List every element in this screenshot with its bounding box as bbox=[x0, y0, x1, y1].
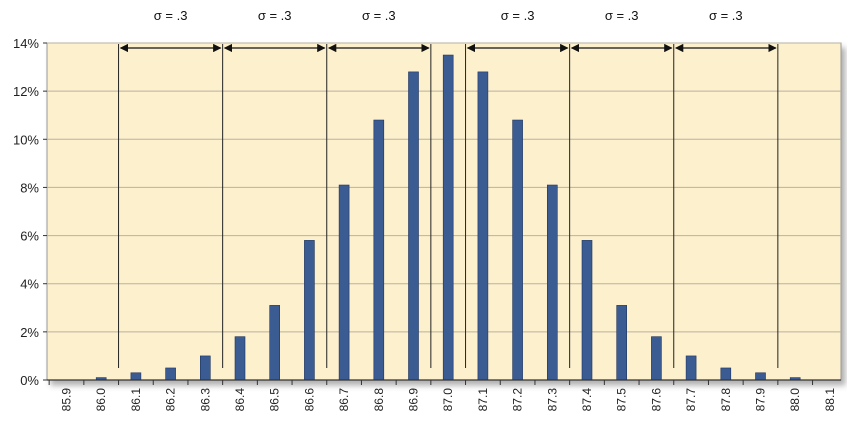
bar bbox=[269, 305, 281, 381]
sigma-boundaries: σ = .3 σ = .3 σ = .3 σ = .3 σ = .3 σ = .3 bbox=[118, 8, 779, 368]
x-tick-label: 86.1 bbox=[129, 388, 143, 412]
bar bbox=[130, 372, 142, 381]
sigma-label: σ = .3 bbox=[258, 8, 292, 23]
bar bbox=[304, 240, 315, 381]
y-axis-ticks: 0% 2% 4% 6% 8% 10% 12% 14% bbox=[13, 36, 47, 388]
x-tick-label: 87.4 bbox=[580, 388, 594, 412]
x-tick-label: 86.3 bbox=[198, 388, 212, 412]
sigma-label: σ = .3 bbox=[605, 8, 639, 23]
x-axis-ticks: 85.9 86.0 86.1 86.2 86.3 86.4 86.5 86.6 86.7 86.8… bbox=[48, 380, 837, 412]
x-tick-label: 87.5 bbox=[615, 388, 629, 412]
x-tick-label: 86.7 bbox=[337, 388, 351, 412]
y-tick-label: 4% bbox=[20, 277, 39, 292]
x-tick-label: 87.6 bbox=[649, 388, 663, 412]
sigma-label: σ = .3 bbox=[154, 8, 188, 23]
bar bbox=[546, 184, 558, 381]
x-tick-label: 87.2 bbox=[511, 388, 525, 412]
bar bbox=[408, 71, 419, 381]
x-tick-label: 85.9 bbox=[60, 388, 74, 412]
sigma-label: σ = .3 bbox=[501, 8, 535, 23]
bar bbox=[373, 119, 385, 381]
x-tick-label: 88.0 bbox=[788, 388, 802, 412]
bar bbox=[581, 240, 593, 381]
x-tick-label: 86.4 bbox=[233, 388, 247, 412]
bar bbox=[200, 355, 211, 381]
y-tick-label: 2% bbox=[20, 325, 39, 340]
y-tick-label: 10% bbox=[13, 132, 39, 147]
y-tick-label: 8% bbox=[20, 180, 39, 195]
x-tick-label: 88.1 bbox=[823, 388, 837, 412]
x-tick-label: 87.1 bbox=[476, 388, 490, 412]
bar bbox=[512, 119, 523, 381]
x-tick-label: 87.7 bbox=[684, 388, 698, 412]
bar bbox=[755, 372, 766, 381]
x-tick-label: 86.2 bbox=[164, 388, 178, 412]
x-tick-label: 86.0 bbox=[94, 388, 108, 412]
bar bbox=[234, 336, 246, 381]
x-tick-label: 87.0 bbox=[441, 388, 455, 412]
x-tick-label: 87.3 bbox=[545, 388, 559, 412]
bar bbox=[165, 367, 176, 381]
bar bbox=[651, 336, 662, 381]
sigma-label: σ = .3 bbox=[709, 8, 743, 23]
bar bbox=[477, 71, 489, 381]
bar bbox=[338, 184, 350, 381]
x-tick-label: 87.8 bbox=[719, 388, 733, 412]
x-tick-label: 86.8 bbox=[372, 388, 386, 412]
sigma-label: σ = .3 bbox=[362, 8, 396, 23]
y-tick-label: 12% bbox=[13, 84, 39, 99]
bar bbox=[616, 305, 628, 381]
x-tick-label: 86.9 bbox=[407, 388, 421, 412]
bar bbox=[685, 355, 697, 381]
bar bbox=[442, 54, 454, 381]
y-tick-label: 6% bbox=[20, 229, 39, 244]
y-tick-label: 14% bbox=[13, 36, 39, 51]
bar bbox=[720, 367, 732, 381]
x-tick-label: 86.5 bbox=[268, 388, 282, 412]
x-tick-label: 87.9 bbox=[754, 388, 768, 412]
x-tick-label: 86.6 bbox=[302, 388, 316, 412]
y-tick-label: 0% bbox=[20, 373, 39, 388]
